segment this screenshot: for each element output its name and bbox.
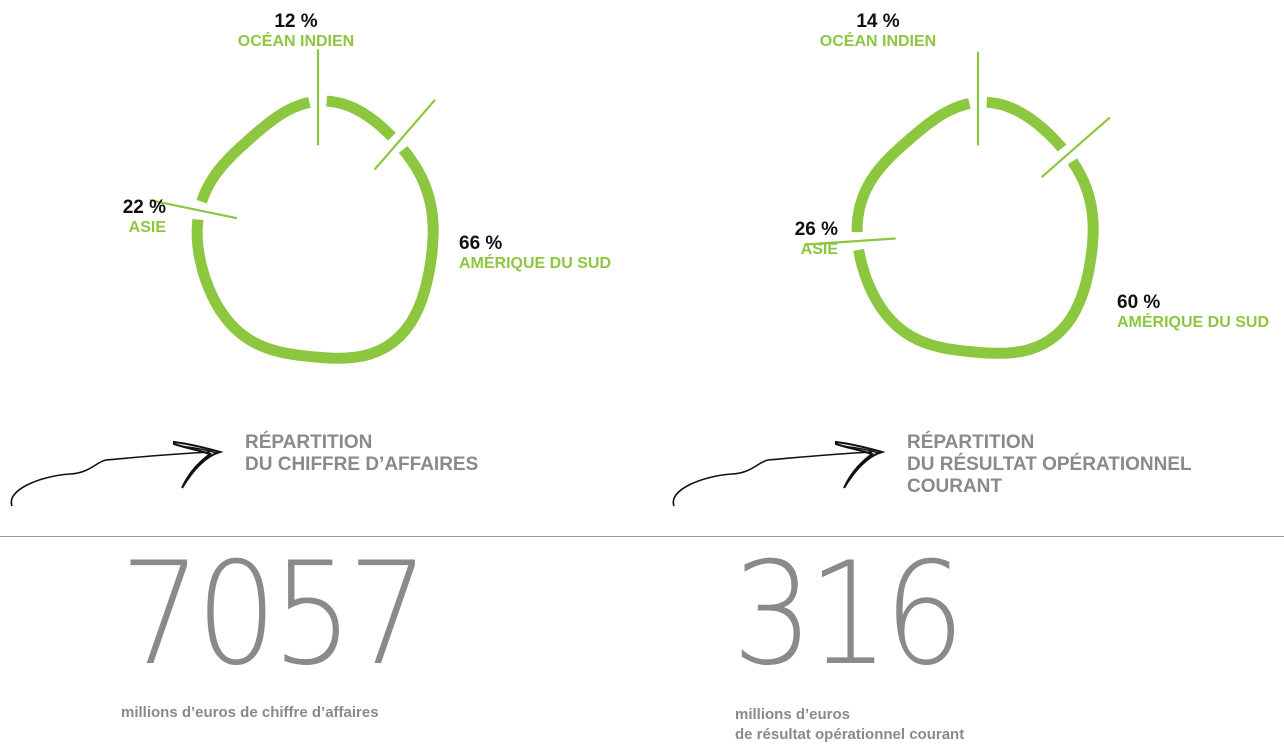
section-divider [0, 536, 1284, 537]
slice-name: AMÉRIQUE DU SUD [459, 255, 612, 272]
hand-drawn-arrow-icon [672, 440, 886, 507]
operating-income-breakdown-panel: 14 % OCÉAN INDIEN 26 % ASIE 60 % AMÉRIQU… [642, 0, 1284, 535]
title-line: RÉPARTITION [245, 432, 373, 453]
slice-label-asie: 22 % ASIE [66, 198, 166, 238]
caption-line: millions d’euros de chiffre d’affaires [121, 704, 379, 721]
operating-income-kpi-value: 316 [732, 532, 965, 697]
slice-value: 12 % [274, 11, 318, 32]
operating-income-chart-title: RÉPARTITION DU RÉSULTAT OPÉRATIONNEL COU… [907, 432, 1192, 498]
slice-name: AMÉRIQUE DU SUD [1117, 314, 1270, 331]
slice-name: ASIE [800, 241, 838, 258]
slice-label-ocean-indien: 14 % OCÉAN INDIEN [818, 12, 938, 52]
title-line: RÉPARTITION [907, 432, 1035, 453]
revenue-chart-title: RÉPARTITION DU CHIFFRE D’AFFAIRES [245, 432, 478, 476]
caption-line: de résultat opérationnel courant [735, 726, 965, 743]
operating-income-donut-chart [807, 51, 1111, 359]
slice-value: 14 % [856, 11, 900, 32]
title-line: DU RÉSULTAT OPÉRATIONNEL [907, 454, 1192, 475]
slice-name: OCÉAN INDIEN [237, 33, 355, 50]
slice-name: OCÉAN INDIEN [819, 33, 937, 50]
donut-slice-0 [322, 95, 397, 142]
slice-value: 60 % [1117, 292, 1161, 313]
slice-label-ocean-indien: 12 % OCÉAN INDIEN [236, 12, 356, 52]
slice-label-asie: 26 % ASIE [738, 220, 838, 260]
slice-label-amerique-du-sud: 66 % AMÉRIQUE DU SUD [459, 234, 639, 274]
title-line: DU CHIFFRE D’AFFAIRES [245, 454, 479, 475]
slice-value: 22 % [122, 197, 166, 218]
title-line: COURANT [907, 476, 1002, 497]
slice-separator-tick [807, 237, 896, 246]
revenue-kpi-caption: millions d’euros de chiffre d’affaires [121, 703, 379, 723]
revenue-breakdown-panel: 12 % OCÉAN INDIEN 22 % ASIE 66 % AMÉRIQU… [0, 0, 642, 535]
donut-slice-1 [853, 158, 1099, 359]
slice-separator-tick [1040, 116, 1111, 179]
slice-value: 66 % [459, 233, 503, 254]
operating-income-kpi-caption: millions d’euros de résultat opérationne… [735, 705, 964, 745]
donut-slice-1 [191, 146, 439, 364]
donut-slice-2 [851, 98, 972, 235]
revenue-donut-chart [149, 49, 439, 364]
donut-slice-0 [982, 96, 1067, 153]
caption-line: millions d’euros [735, 706, 851, 723]
slice-separator-tick [373, 98, 436, 171]
revenue-kpi-value: 7057 [120, 532, 429, 697]
slice-label-amerique-du-sud: 60 % AMÉRIQUE DU SUD [1117, 293, 1284, 333]
donut-slice-2 [196, 97, 313, 205]
hand-drawn-arrow-icon [10, 440, 224, 507]
slice-name: ASIE [128, 219, 166, 236]
slice-value: 26 % [794, 219, 838, 240]
slice-separator-tick [149, 199, 238, 220]
